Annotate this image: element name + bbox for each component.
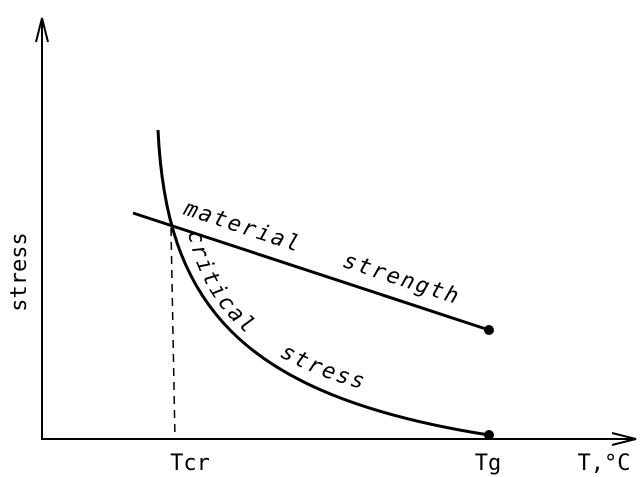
- tcr-label: Tcr: [170, 451, 210, 476]
- strength-end: [484, 325, 494, 335]
- tg-label: Tg: [475, 451, 502, 476]
- critical-curve: [156, 129, 490, 437]
- y-arrow: [35, 17, 49, 43]
- critical-end: [484, 430, 494, 440]
- x-arrow: [611, 432, 637, 446]
- x-label: T,°C: [578, 451, 631, 476]
- y-label: stress: [7, 232, 32, 311]
- tcr-dash: [170, 227, 176, 441]
- strength-line: [132, 211, 490, 332]
